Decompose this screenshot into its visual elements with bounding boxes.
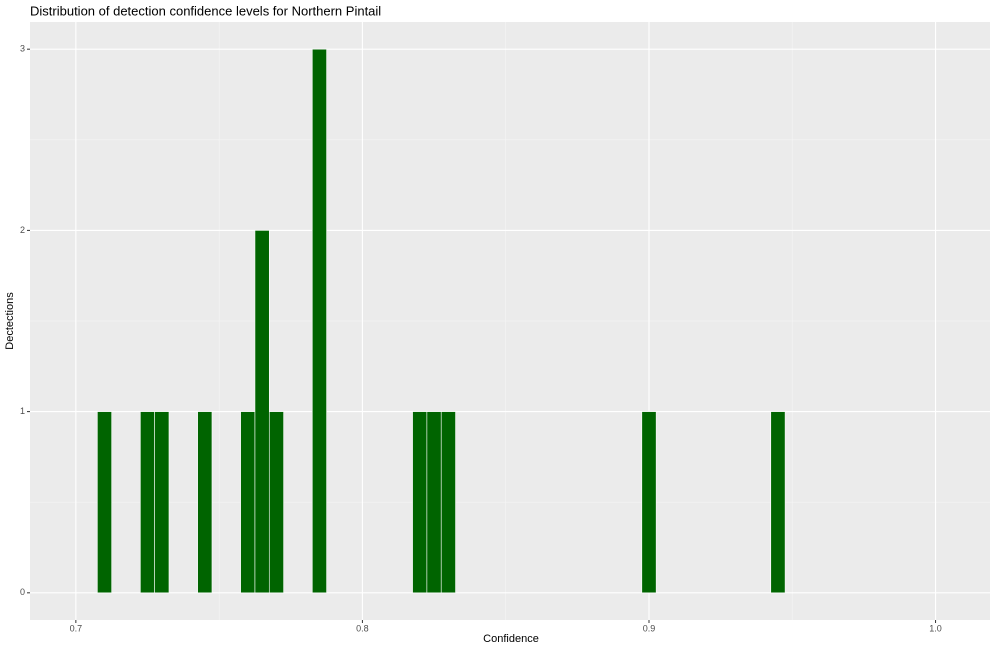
bar: [311, 48, 327, 594]
chart-title: Distribution of detection confidence lev…: [30, 3, 381, 18]
bar: [770, 411, 786, 594]
bar: [268, 411, 284, 594]
x-tick-label: 1.0: [929, 623, 942, 633]
x-tick-label: 0.8: [356, 623, 369, 633]
bar: [412, 411, 428, 594]
bar: [440, 411, 456, 594]
bar: [426, 411, 442, 594]
bar: [154, 411, 170, 594]
y-tick-label: 1: [20, 406, 25, 416]
y-tick-label: 3: [20, 44, 25, 54]
bar: [641, 411, 657, 594]
x-axis-label: Confidence: [483, 633, 539, 645]
bar: [140, 411, 155, 594]
y-axis-label: Dectections: [4, 292, 16, 350]
x-tick-label: 0.7: [70, 623, 83, 633]
bar: [197, 411, 213, 594]
bar: [240, 411, 256, 594]
y-tick-label: 2: [20, 225, 25, 235]
bar: [97, 411, 112, 594]
y-tick-label: 0: [20, 587, 25, 597]
x-tick-label: 0.9: [643, 623, 656, 633]
bar: [254, 230, 270, 594]
